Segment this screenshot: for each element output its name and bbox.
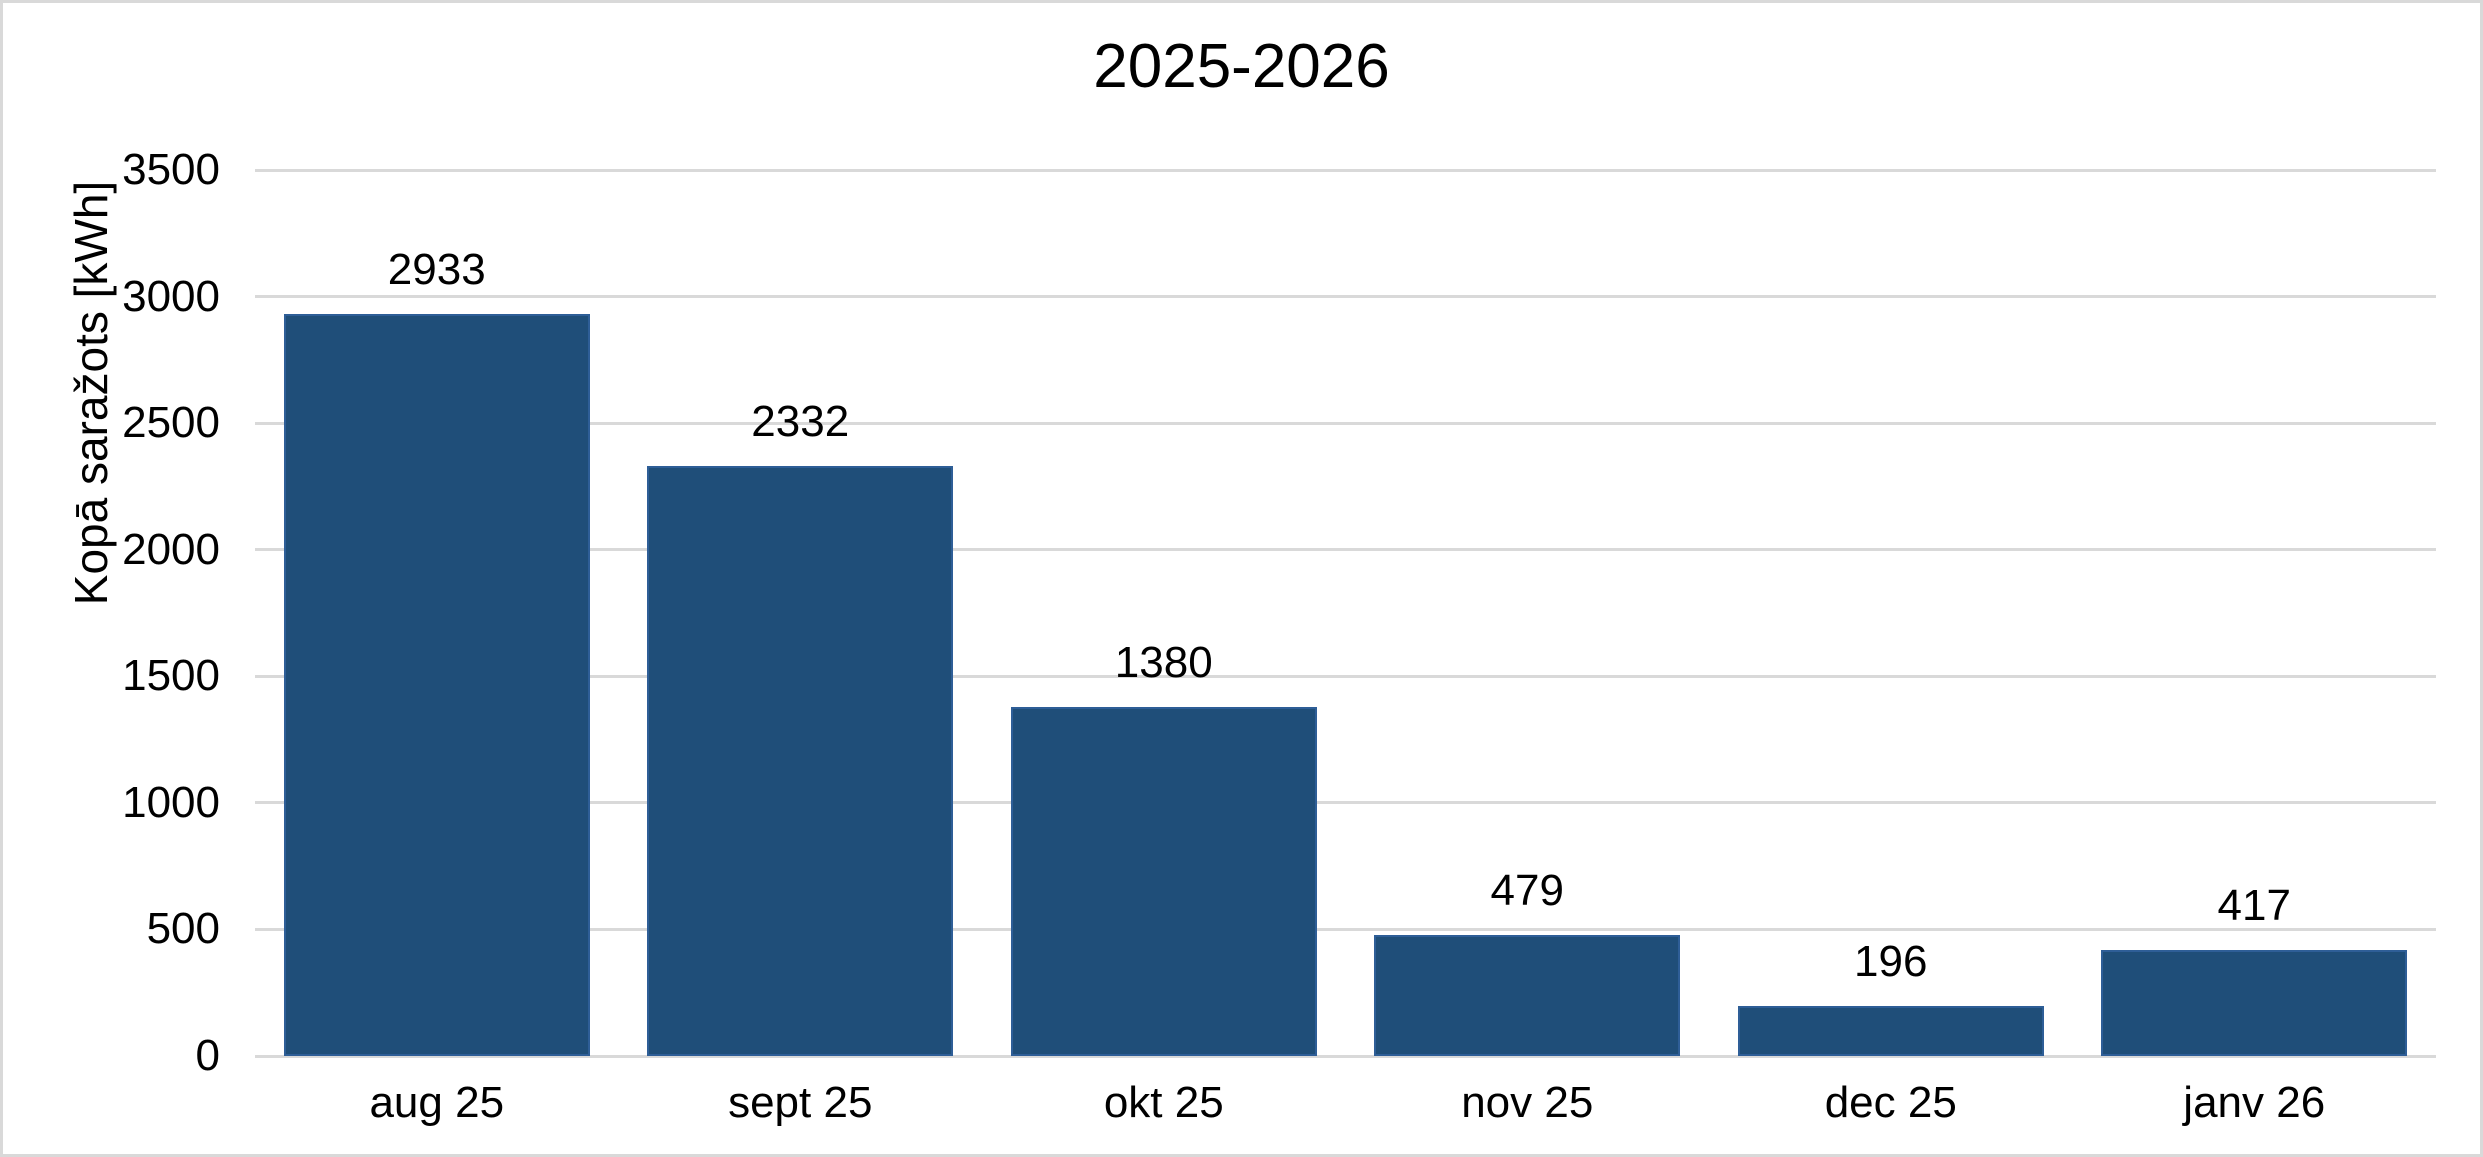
gridline — [255, 421, 2436, 425]
bar-nov-25 — [1374, 934, 1681, 1056]
bar-value-label: 196 — [1854, 937, 1928, 987]
bar-value-label: 479 — [1490, 865, 1564, 915]
x-category-label: sept 25 — [728, 1078, 873, 1127]
bar-value-label: 1380 — [1114, 637, 1213, 687]
bar-sept-25 — [647, 465, 954, 1056]
x-category-label: dec 25 — [1824, 1078, 1957, 1127]
y-tick-label: 3000 — [122, 271, 220, 321]
bar-aug-25 — [283, 313, 590, 1056]
y-tick-label: 500 — [146, 904, 220, 954]
x-category-label: okt 25 — [1103, 1078, 1224, 1127]
gridline — [255, 927, 2436, 931]
y-tick-label: 2000 — [122, 524, 220, 574]
y-tick-label: 0 — [195, 1031, 220, 1080]
x-category-label: aug 25 — [369, 1078, 505, 1127]
y-tick-label: 1000 — [122, 777, 220, 827]
gridline — [255, 1054, 2436, 1058]
gridline — [255, 801, 2436, 805]
bar-dec-25 — [1737, 1006, 2044, 1056]
bar-value-label: 417 — [2217, 881, 2291, 931]
gridline — [255, 168, 2436, 172]
bar-okt-25 — [1010, 706, 1317, 1056]
bar-janv-26 — [2101, 950, 2408, 1056]
y-tick-label: 2500 — [122, 398, 220, 448]
gridline — [255, 674, 2436, 678]
gridline — [255, 295, 2436, 299]
chart-title: 2025-2026 — [1093, 32, 1390, 101]
bar-value-label: 2933 — [387, 244, 486, 294]
gridline — [255, 548, 2436, 552]
y-tick-label: 1500 — [122, 651, 220, 701]
x-category-label: janv 26 — [2183, 1078, 2326, 1127]
plot-area: 2933 2332 1380 479 196 417 — [255, 168, 2436, 1058]
bar-value-label: 2332 — [751, 396, 850, 446]
x-category-label: nov 25 — [1461, 1078, 1594, 1127]
y-tick-label: 3500 — [122, 145, 220, 194]
